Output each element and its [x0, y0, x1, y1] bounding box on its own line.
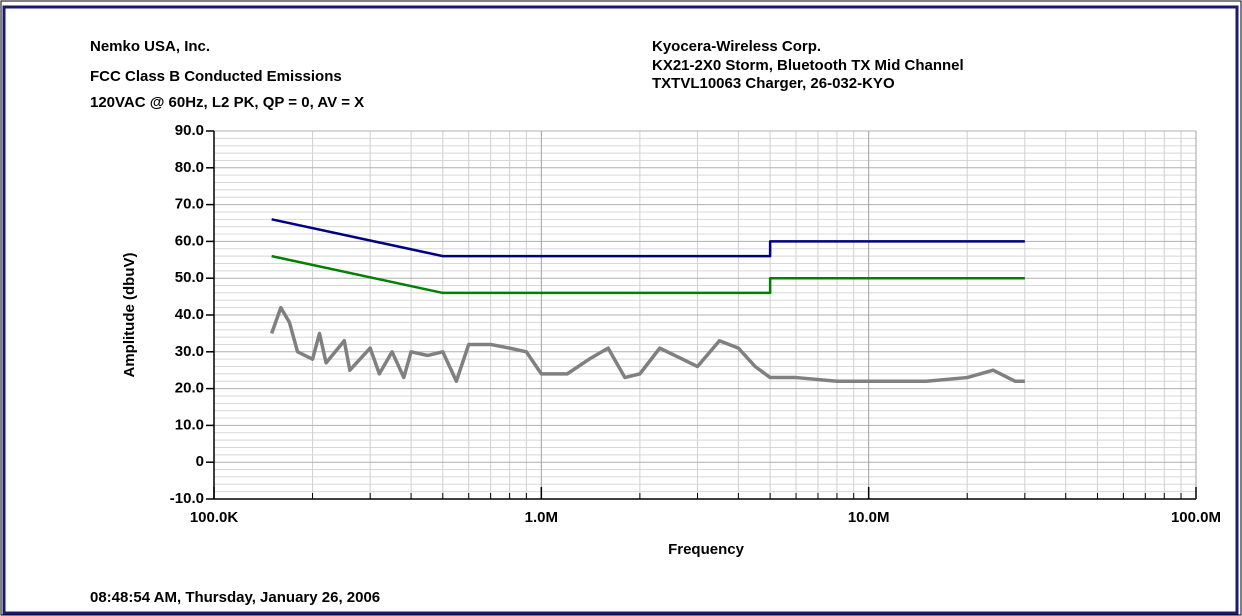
y-tick-label: 40.0 [175, 306, 204, 323]
y-tick-label: 80.0 [175, 159, 204, 176]
x-tick-label: 100.0M [1171, 509, 1221, 526]
x-tick-label: 10.0M [848, 509, 890, 526]
series-line [269, 305, 1025, 383]
series-line [271, 218, 1025, 258]
header-right: TXTVL10063 Charger, 26-032-KYO [652, 75, 895, 92]
x-tick-label: 100.0K [190, 509, 239, 526]
y-tick-label: 60.0 [175, 232, 204, 249]
y-tick-label: 50.0 [175, 269, 204, 286]
inner-frame [2, 5, 1239, 615]
x-tick-label: 1.0M [525, 509, 558, 526]
series-line [271, 254, 1025, 295]
y-tick-label: 70.0 [175, 196, 204, 213]
header-right: KX21-2X0 Storm, Bluetooth TX Mid Channel [652, 57, 964, 74]
y-tick-label: 30.0 [175, 343, 204, 360]
y-tick-label: -10.0 [170, 490, 204, 507]
header-left: 120VAC @ 60Hz, L2 PK, QP = 0, AV = X [90, 94, 364, 111]
header-left: Nemko USA, Inc. [90, 38, 210, 55]
y-tick-label: 20.0 [175, 380, 204, 397]
footer: 08:48:54 AM, Thursday, January 26, 2006 [90, 589, 380, 606]
y-tick-label: 10.0 [175, 416, 204, 433]
header-right: Kyocera-Wireless Corp. [652, 38, 821, 55]
y-tick-label: 90.0 [175, 122, 204, 139]
x-axis-label: Frequency [668, 541, 745, 558]
y-tick-label: 0 [196, 453, 204, 470]
y-axis-label: Amplitude (dbuV) [121, 253, 138, 378]
header-left: FCC Class B Conducted Emissions [90, 68, 342, 85]
